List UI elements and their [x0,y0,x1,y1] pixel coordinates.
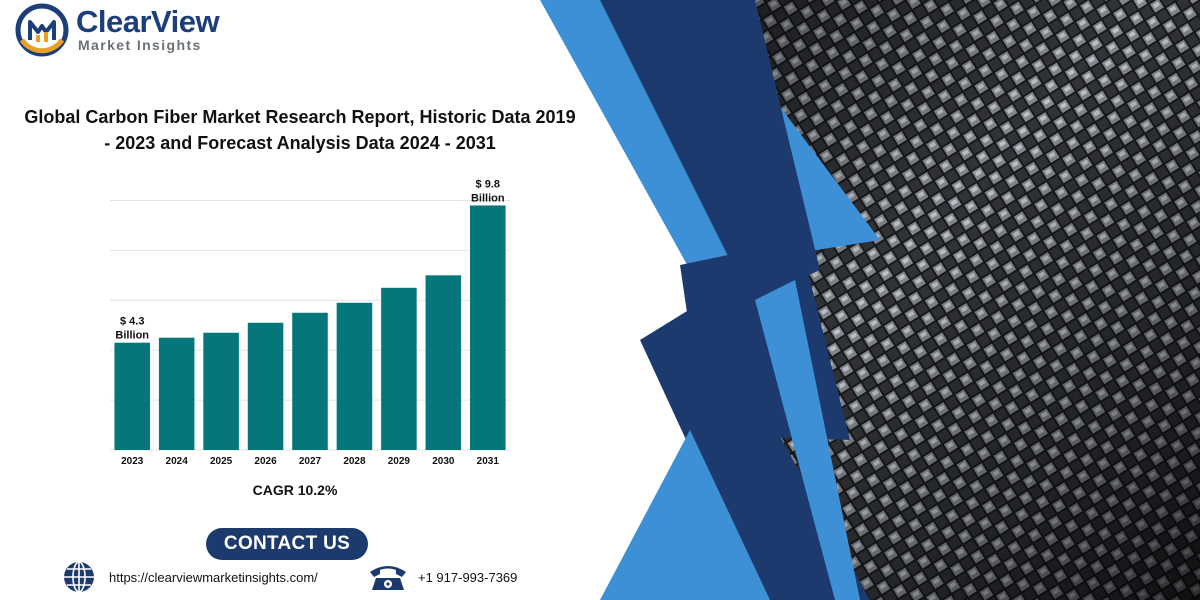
report-title-line-2: - 2023 and Forecast Analysis Data 2024 -… [104,133,496,153]
bar-2026 [247,322,284,450]
x-tick-label: 2031 [477,456,500,467]
brand-tagline: Market Insights [78,37,202,53]
x-tick-label: 2024 [166,456,189,467]
x-tick-label: 2029 [388,456,411,467]
x-tick-label: 2030 [432,456,455,467]
report-title: Global Carbon Fiber Market Research Repo… [0,104,600,156]
x-tick-label: 2028 [343,456,366,467]
bar-2029 [381,287,417,450]
contact-us-button[interactable]: CONTACT US [206,528,368,560]
brand-logo[interactable]: ClearView Market Insights [14,2,274,58]
bar-2025 [203,332,239,450]
cagr-label: CAGR 10.2% [252,482,338,498]
data-label-2031: Billion [471,192,505,204]
bar-2030 [425,275,462,450]
data-label-2023: Billion [115,330,149,342]
bar-2031 [470,205,506,450]
market-size-bar-chart: 2023 2024 2025 2026 2027 2028 2029 2030 2031 $ 4.… [110,178,510,467]
x-tick-label: 2025 [210,456,233,467]
x-tick-label: 2026 [254,456,277,467]
brand-name: ClearView [76,4,220,39]
data-label-2031: $ 9.8 [476,178,500,190]
x-tick-label: 2027 [299,456,322,467]
bar-2024 [158,337,195,450]
bar-2023 [114,342,150,450]
telephone-icon [370,566,406,590]
globe-icon [64,561,94,593]
bar-2028 [336,302,373,450]
website-link[interactable]: https://clearviewmarketinsights.com/ [109,570,318,585]
clearview-logo-icon [15,3,69,57]
data-label-2023: $ 4.3 [120,316,144,328]
report-title-line-1: Global Carbon Fiber Market Research Repo… [24,107,576,127]
x-tick-label: 2023 [121,456,144,467]
phone-number: +1 917-993-7369 [418,570,518,585]
bar-2027 [292,312,328,450]
